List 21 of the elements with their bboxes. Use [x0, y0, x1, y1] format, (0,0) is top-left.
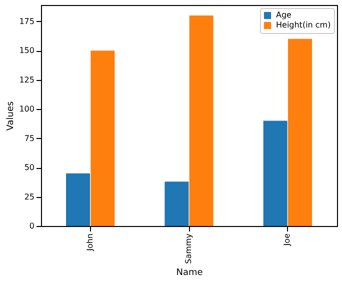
y-tick-label: 125	[19, 75, 34, 84]
legend-label: Age	[276, 10, 292, 20]
x-axis-title: Name	[176, 268, 204, 278]
x-tick-label: Joe	[282, 233, 292, 247]
y-tick-label: 50	[24, 163, 34, 172]
bar	[90, 50, 115, 226]
y-tick-label: 175	[19, 16, 34, 26]
y-axis-title: Values	[6, 100, 16, 131]
legend-label: Height(in cm)	[276, 20, 331, 30]
bar	[288, 38, 312, 226]
y-tick-label: 75	[24, 134, 34, 143]
bar	[189, 16, 214, 226]
y-tick-label: 0	[29, 222, 34, 230]
y-tick-label: 150	[19, 46, 34, 56]
bar	[66, 173, 90, 226]
y-tick-label: 25	[24, 192, 34, 202]
x-tick-label: Sammy	[184, 233, 193, 264]
x-tick-label: John	[85, 234, 94, 252]
bar	[164, 182, 189, 226]
bar	[263, 120, 288, 226]
y-tick-label: 100	[19, 104, 34, 114]
